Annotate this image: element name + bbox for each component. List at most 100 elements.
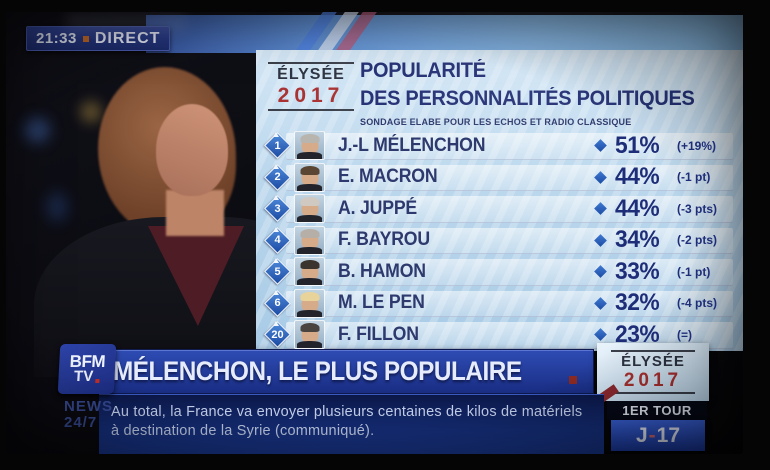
rank-diamond-icon: 1 (264, 129, 291, 160)
news-24-7-tagline: NEWS 24/7 (64, 399, 113, 431)
banner-headline: MÉLENCHON, LE PLUS POPULAIRE (113, 356, 522, 386)
bullet-diamond-icon (594, 139, 607, 153)
panel-title-line1: POPULARITÉ (360, 59, 486, 82)
score-group: 23% (=) (594, 320, 692, 349)
rank-up-arrow-icon (273, 224, 279, 232)
bullet-diamond-icon (594, 233, 607, 247)
guest-neck (166, 190, 224, 236)
lower-third-banner: MÉLENCHON, LE PLUS POPULAIRE (99, 349, 594, 394)
politician-name: E. MACRON (338, 166, 438, 188)
poll-row: 20 F. FILLON 23% (=) (260, 319, 739, 351)
score-group: 33% (-1 pt) (594, 257, 711, 286)
score-group: 51% (+19%) (594, 132, 716, 160)
poll-source-subtitle: SONDAGE ELABE POUR LES ECHOS ET RADIO CL… (360, 117, 632, 127)
clock-time: 21:33 (36, 30, 77, 47)
badge-year-text: 2017 (611, 370, 695, 394)
rank-up-arrow-icon (273, 192, 279, 201)
bokeh-light (81, 102, 101, 122)
bokeh-light (24, 117, 50, 143)
politician-name: B. HAMON (338, 260, 426, 282)
popularity-change: (=) (677, 327, 692, 342)
panel-title-line2: DES PERSONNALITÉS POLITIQUES (360, 87, 695, 110)
bullet-diamond-icon (594, 265, 607, 279)
bullet-diamond-icon (594, 296, 607, 310)
popularity-change: (-1 pt) (677, 264, 711, 279)
score-group: 44% (-3 pts) (594, 194, 717, 223)
rank-number: 6 (274, 297, 281, 310)
bullet-diamond-icon (594, 170, 607, 184)
ticker-line1: Au total, la France va envoyer plusieurs… (111, 404, 583, 420)
first-round-label: 1ER TOUR (607, 401, 707, 420)
news-ticker: Au total, la France va envoyer plusieurs… (99, 394, 604, 454)
elysee-logo-year: 2017 (268, 84, 354, 111)
popularity-change: (-4 pts) (677, 296, 717, 311)
popularity-value: 44% (615, 163, 660, 191)
bullet-diamond-icon (594, 202, 607, 216)
poll-row: 1 J.-L MÉLENCHON 51% (+19%) (260, 130, 739, 162)
politician-name: J.-L MÉLENCHON (338, 134, 486, 156)
politician-name: F. FILLON (338, 323, 419, 345)
bokeh-light (46, 192, 68, 222)
portrait (294, 131, 325, 161)
poll-row: 2 E. MACRON 44% (-1 pt) (260, 162, 739, 194)
rank-up-arrow-icon (273, 287, 279, 295)
rank-diamond-icon: 6 (264, 287, 291, 317)
popularity-change: (-3 pts) (677, 201, 717, 216)
separator-square-icon (82, 35, 89, 42)
politician-name: A. JUPPÉ (338, 197, 418, 219)
rank-up-arrow-icon (273, 161, 279, 169)
rank-diamond-icon: 20 (264, 318, 291, 349)
countdown-number: 17 (656, 423, 681, 447)
elysee-2017-logo: ÉLYSÉE 2017 (268, 62, 354, 111)
camera-glare (66, 12, 186, 30)
poll-list: 1 J.-L MÉLENCHON 51% (+19%) 2 E. MACRON … (260, 130, 739, 351)
bfm-red-dot-icon (94, 379, 100, 383)
portrait (294, 225, 325, 255)
rank-number: 5 (274, 265, 281, 278)
rank-diamond-icon: 5 (264, 255, 291, 286)
rank-number: 2 (274, 171, 281, 184)
graphic-top-band (146, 12, 743, 61)
elysee-logo-text: ÉLYSÉE (268, 62, 354, 84)
tagline-247: 24/7 (64, 414, 98, 431)
bullet-diamond-icon (594, 328, 607, 342)
score-group: 44% (-1 pt) (594, 163, 711, 191)
countdown-days-box: J - 17 (611, 420, 705, 451)
popularity-change: (-1 pt) (677, 170, 711, 185)
score-group: 32% (-4 pts) (594, 289, 717, 317)
rank-number: 4 (274, 234, 281, 247)
countdown-dash: - (648, 423, 656, 447)
live-label: DIRECT (94, 29, 161, 47)
rank-diamond-icon: 4 (264, 224, 291, 254)
tagline-news: NEWS (64, 398, 113, 415)
guest-face (156, 104, 228, 196)
time-direct-bug: 21:33 DIRECT (26, 26, 171, 51)
poll-infographic-panel: ÉLYSÉE 2017 POPULARITÉ DES PERSONNALITÉS… (256, 50, 743, 351)
politician-name: F. BAYROU (338, 229, 430, 251)
popularity-value: 32% (615, 289, 660, 317)
countdown-prefix: J (635, 423, 648, 447)
rank-diamond-icon: 3 (264, 192, 291, 223)
tv-screen: 21:33 DIRECT ÉLYSÉE 2017 POPULARITÉ DES … (6, 12, 743, 454)
portrait (294, 288, 325, 318)
poll-row: 5 B. HAMON 33% (-1 pt) (260, 256, 739, 288)
portrait (294, 257, 325, 287)
popularity-value: 34% (615, 226, 660, 254)
rank-up-arrow-icon (273, 318, 279, 327)
rank-number: 3 (274, 202, 281, 215)
popularity-value: 44% (615, 194, 660, 222)
rank-number: 20 (271, 328, 284, 341)
bfm-logo-tv-text: TV (73, 368, 94, 385)
politician-name: M. LE PEN (338, 292, 425, 314)
portrait (294, 162, 325, 192)
popularity-change: (-2 pts) (677, 233, 717, 248)
popularity-value: 23% (615, 320, 660, 348)
popularity-value: 33% (615, 257, 660, 285)
rank-up-arrow-icon (273, 129, 279, 138)
portrait (294, 194, 325, 224)
badge-elysee-text: ÉLYSÉE (611, 350, 695, 370)
poll-row: 6 M. LE PEN 32% (-4 pts) (260, 288, 739, 320)
poll-row: 3 A. JUPPÉ 44% (-3 pts) (260, 193, 739, 225)
ticker-line2: à destination de la Syrie (communiqué). (111, 423, 375, 439)
rank-up-arrow-icon (273, 255, 279, 264)
